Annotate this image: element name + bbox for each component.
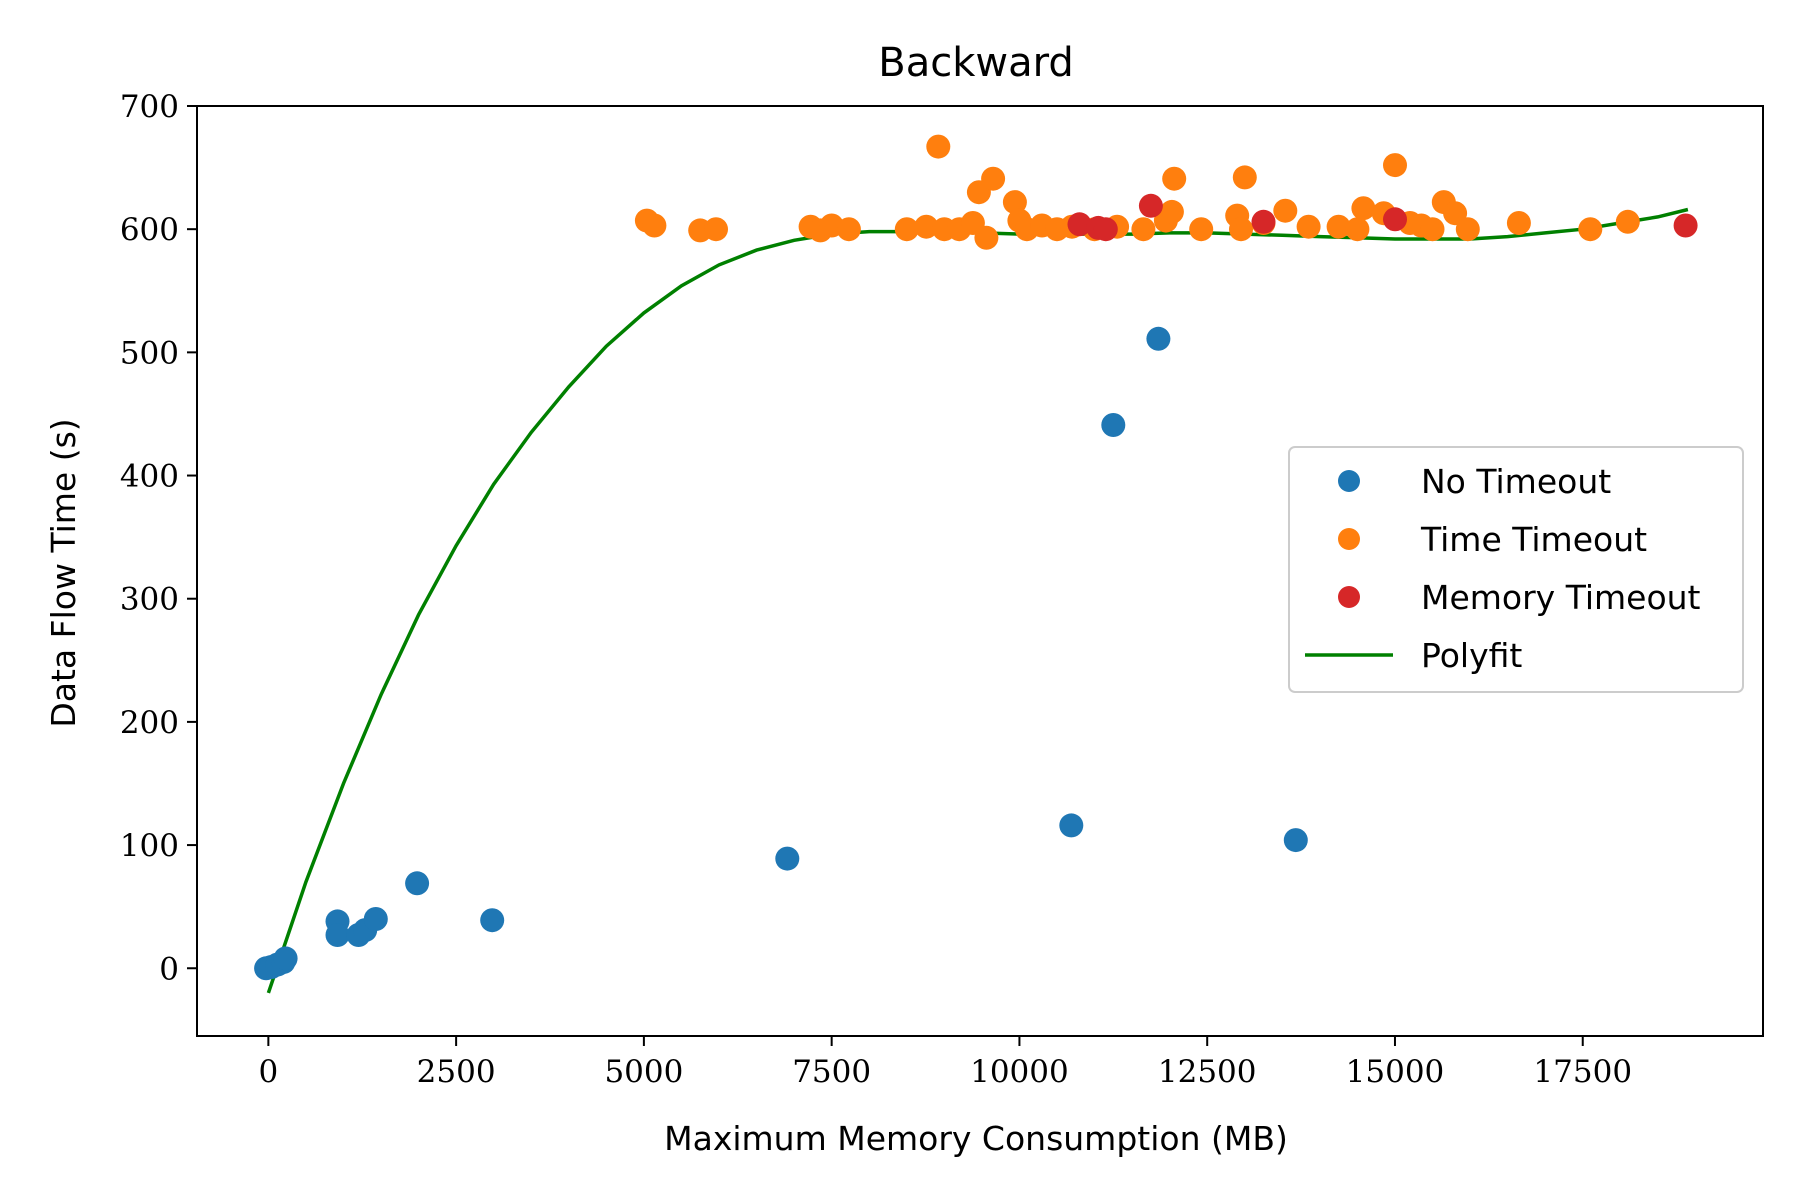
time-timeout-point — [1578, 217, 1603, 242]
no-timeout-point — [405, 871, 430, 896]
time-timeout-point — [1443, 201, 1468, 226]
time-timeout-point — [1002, 190, 1027, 215]
time-timeout-point — [1232, 165, 1257, 190]
time-timeout-point — [926, 134, 951, 159]
memory-timeout-point — [1138, 193, 1163, 218]
time-timeout-point — [836, 217, 861, 242]
time-timeout-point — [1159, 199, 1184, 224]
no-timeout-point — [273, 946, 298, 971]
points-layer — [254, 134, 1698, 981]
time-timeout-point — [974, 225, 999, 250]
legend-label: No Timeout — [1421, 462, 1611, 501]
time-timeout-point — [1273, 198, 1298, 223]
y-tick-label: 700 — [120, 89, 179, 125]
legend: No Timeout Time Timeout Memory Timeout Poly… — [1288, 446, 1744, 693]
time-timeout-point — [1189, 217, 1214, 242]
memory-timeout-point — [1383, 207, 1407, 232]
time-timeout-point — [1326, 214, 1351, 239]
legend-label: Memory Timeout — [1421, 578, 1701, 617]
legend-item-time-timeout: Time Timeout — [1338, 520, 1647, 559]
y-axis-label: Data Flow Time (s) — [44, 418, 83, 727]
time-timeout-point — [1229, 217, 1253, 242]
memory-timeout-point — [1673, 213, 1698, 238]
legend-box — [1288, 446, 1744, 693]
y-tick-label: 400 — [120, 459, 179, 495]
y-tick-label: 200 — [120, 705, 179, 741]
x-axis-label: Maximum Memory Consumption (MB) — [664, 1119, 1288, 1158]
time-timeout-point — [704, 217, 728, 242]
no-timeout-point — [1101, 413, 1126, 437]
y-tick-label: 0 — [159, 951, 179, 987]
time-timeout-point — [1351, 196, 1376, 221]
time-timeout-point — [1296, 214, 1321, 239]
legend-label: Time Timeout — [1420, 520, 1647, 559]
memory-timeout-point — [1093, 217, 1118, 242]
time-timeout-point — [1420, 217, 1445, 242]
memory-timeout-point — [1067, 212, 1092, 237]
time-timeout-point — [1345, 217, 1370, 242]
time-timeout-point — [1162, 166, 1187, 191]
y-tick-label: 300 — [120, 582, 179, 618]
time-timeout-point — [1131, 217, 1156, 242]
no-timeout-point — [480, 908, 505, 933]
no-timeout-point — [1059, 813, 1084, 838]
axis-ticks: 0 2500 5000 7500 10000 12500 15000 17500 0 100 200… — [120, 89, 1632, 1090]
y-tick-label: 100 — [120, 828, 179, 864]
legend-label: Polyfit — [1421, 636, 1522, 675]
no-timeout-point — [363, 907, 388, 931]
x-tick-label: 5000 — [604, 1054, 683, 1090]
legend-item-no-timeout: No Timeout — [1338, 462, 1611, 501]
time-timeout-point — [1615, 209, 1640, 234]
chart-title: Backward — [878, 40, 1073, 86]
legend-swatch — [1338, 470, 1360, 492]
no-timeout-point — [1146, 326, 1171, 351]
no-timeout-point — [1283, 828, 1308, 853]
time-timeout-point — [642, 213, 667, 238]
y-tick-label: 600 — [120, 212, 179, 248]
y-tick-label: 500 — [120, 335, 179, 371]
time-timeout-point — [914, 214, 939, 239]
legend-item-memory-timeout: Memory Timeout — [1338, 578, 1701, 617]
memory-timeout-series — [1067, 193, 1698, 242]
no-timeout-point — [775, 846, 800, 871]
time-timeout-point — [1383, 153, 1407, 178]
memory-timeout-point — [1251, 209, 1276, 234]
x-tick-label: 12500 — [1158, 1054, 1257, 1090]
x-tick-label: 17500 — [1533, 1054, 1632, 1090]
time-timeout-point — [894, 217, 919, 242]
legend-swatch — [1338, 528, 1360, 550]
x-tick-label: 7500 — [792, 1054, 871, 1090]
x-tick-label: 10000 — [970, 1054, 1069, 1090]
time-timeout-point — [1455, 217, 1480, 242]
time-timeout-point — [981, 166, 1006, 191]
no-timeout-point — [325, 923, 350, 947]
legend-item-polyfit: Polyfit — [1305, 636, 1522, 675]
x-tick-label: 0 — [258, 1054, 278, 1090]
legend-swatch — [1338, 586, 1360, 608]
x-tick-label: 2500 — [417, 1054, 496, 1090]
no-timeout-series — [254, 326, 1308, 981]
time-timeout-point — [1506, 211, 1531, 235]
plot-frame — [196, 105, 1764, 1037]
x-tick-label: 15000 — [1346, 1054, 1445, 1090]
time-timeout-series — [634, 134, 1640, 250]
